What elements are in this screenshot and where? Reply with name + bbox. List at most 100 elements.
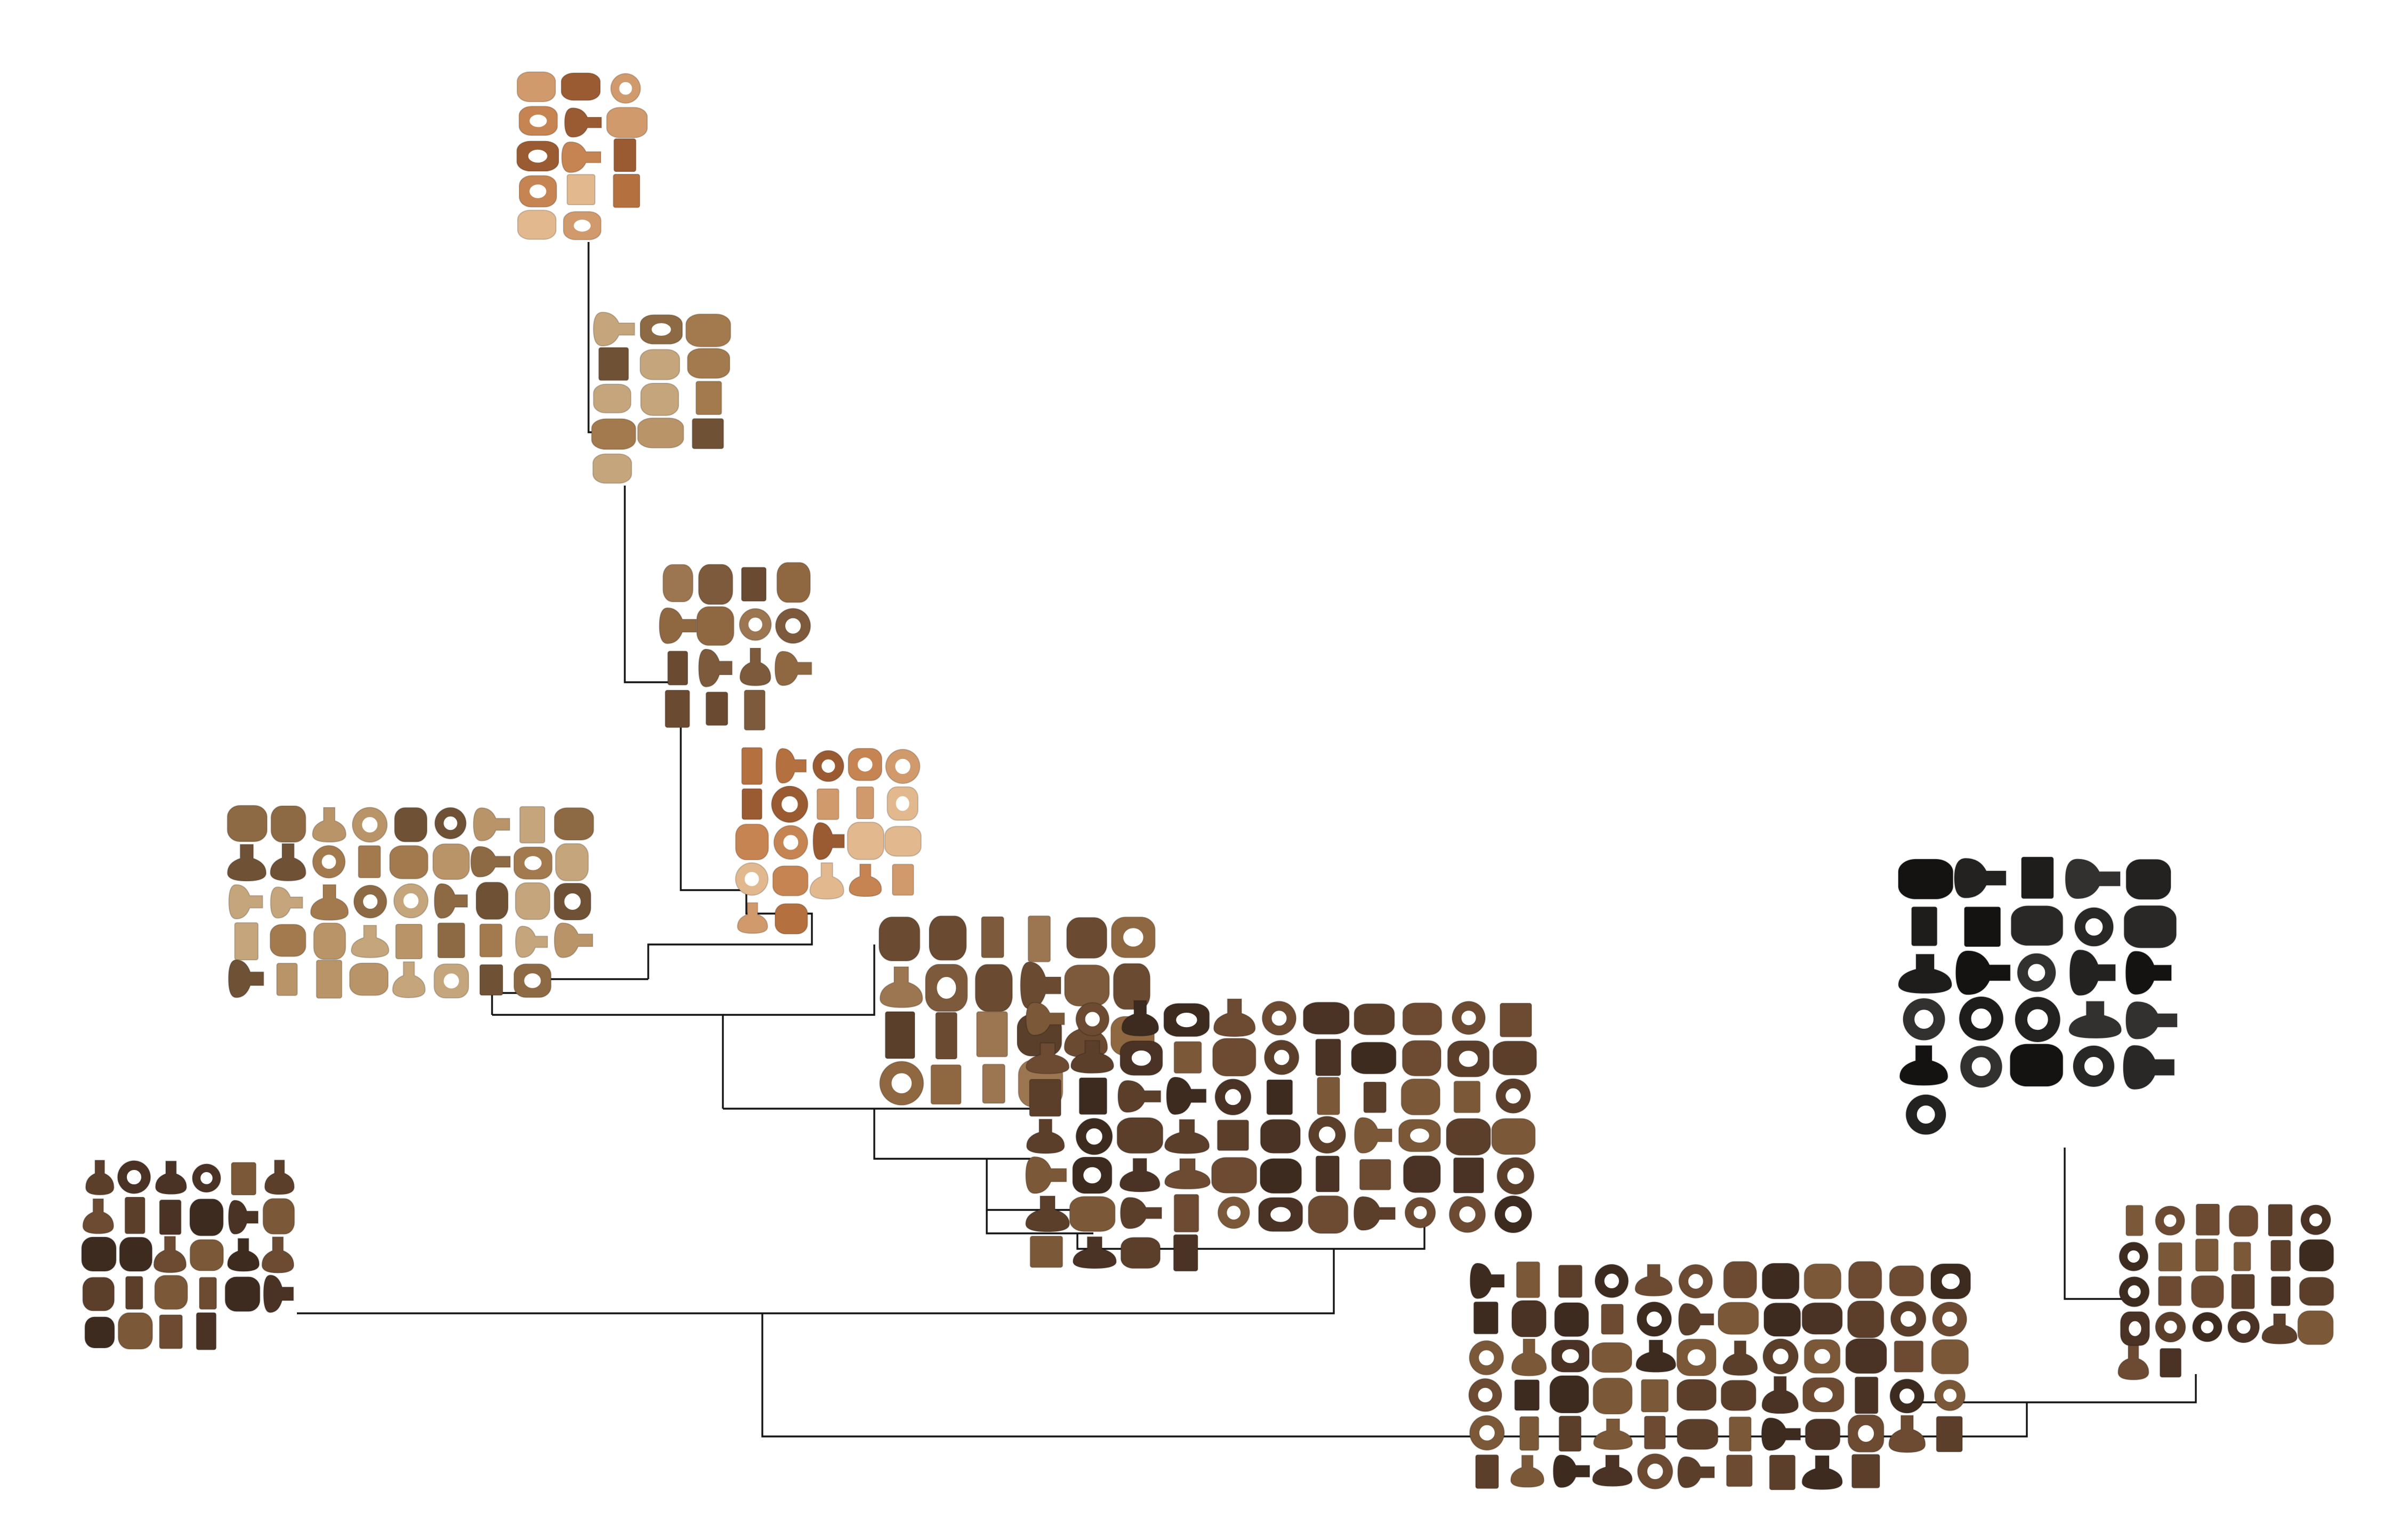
artifact-thumbnail	[1911, 906, 1938, 947]
artifact-thumbnail	[2125, 1001, 2178, 1040]
cluster-c8	[81, 1159, 295, 1351]
artifact-thumbnail	[349, 962, 389, 996]
artifact-thumbnail	[1803, 1263, 1842, 1299]
artifact-thumbnail	[1637, 1453, 1673, 1490]
artifact-thumbnail	[2072, 1045, 2115, 1087]
artifact-thumbnail	[639, 314, 683, 345]
artifact-thumbnail	[1847, 1414, 1884, 1453]
artifact-thumbnail	[696, 606, 735, 646]
artifact-thumbnail	[884, 1011, 915, 1059]
artifact-thumbnail	[351, 806, 388, 843]
artifact-thumbnail	[353, 884, 388, 919]
artifact-thumbnail	[2065, 858, 2121, 899]
artifact-thumbnail	[159, 1314, 183, 1350]
artifact-thumbnail	[2155, 1205, 2186, 1236]
cluster-c11	[2117, 1204, 2334, 1380]
artifact-thumbnail	[925, 964, 968, 1012]
artifact-thumbnail	[1453, 1080, 1481, 1113]
artifact-thumbnail	[885, 748, 921, 784]
artifact-thumbnail	[848, 863, 882, 898]
artifact-thumbnail	[1802, 1377, 1845, 1413]
artifact-thumbnail	[613, 138, 637, 173]
artifact-thumbnail	[981, 916, 1004, 958]
artifact-thumbnail	[2270, 1239, 2291, 1272]
artifact-thumbnail	[1166, 1076, 1207, 1116]
artifact-thumbnail	[929, 915, 967, 961]
artifact-thumbnail	[517, 71, 556, 102]
artifact-thumbnail	[1510, 1455, 1545, 1488]
artifact-thumbnail	[737, 902, 768, 934]
artifact-thumbnail	[2192, 1312, 2223, 1343]
artifact-thumbnail	[1266, 1079, 1293, 1116]
artifact-thumbnail	[358, 845, 381, 878]
artifact-thumbnail	[613, 173, 641, 208]
artifact-thumbnail	[1029, 1078, 1062, 1117]
artifact-thumbnail	[741, 747, 763, 785]
artifact-thumbnail	[1072, 1156, 1113, 1194]
artifact-thumbnail	[1769, 1454, 1796, 1491]
artifact-thumbnail	[159, 1199, 182, 1236]
artifact-thumbnail	[1110, 916, 1156, 958]
artifact-thumbnail	[230, 1161, 257, 1196]
dendrogram-links	[297, 242, 2197, 1438]
artifact-thumbnail	[1636, 1301, 1672, 1337]
artifact-thumbnail	[1897, 858, 1954, 900]
artifact-thumbnail	[394, 807, 428, 843]
artifact-thumbnail	[1404, 1197, 1436, 1229]
artifact-thumbnail	[1761, 1417, 1801, 1451]
artifact-thumbnail	[1726, 1454, 1753, 1487]
artifact-thumbnail	[1899, 1045, 1948, 1086]
artifact-thumbnail	[2299, 1277, 2334, 1306]
artifact-thumbnail	[1451, 1000, 1486, 1035]
artifact-thumbnail	[2117, 1345, 2149, 1380]
artifact-thumbnail	[562, 211, 602, 240]
artifact-thumbnail	[1722, 1340, 1758, 1376]
dendrogram-link	[492, 1014, 724, 1109]
artifact-thumbnail	[1260, 1119, 1301, 1154]
artifact-thumbnail	[1890, 1301, 1927, 1337]
artifact-thumbnail	[516, 140, 560, 172]
artifact-thumbnail	[1592, 1377, 1633, 1415]
dendrogram-link	[723, 944, 875, 1016]
artifact-thumbnail	[598, 346, 629, 381]
artifact-thumbnail	[1064, 964, 1110, 1007]
artifact-thumbnail	[227, 1238, 260, 1272]
artifact-thumbnail	[1763, 1302, 1801, 1337]
artifact-thumbnail	[1120, 1237, 1161, 1269]
artifact-thumbnail	[470, 846, 511, 878]
artifact-thumbnail	[1889, 1265, 1924, 1297]
artifact-thumbnail	[2300, 1204, 2331, 1236]
artifact-thumbnail	[774, 650, 812, 687]
artifact-thumbnail	[1453, 1157, 1485, 1194]
artifact-thumbnail	[1640, 1379, 1669, 1413]
artifact-thumbnail	[1173, 1234, 1198, 1272]
artifact-thumbnail	[739, 608, 772, 641]
artifact-thumbnail	[935, 1012, 958, 1060]
artifact-thumbnail	[1851, 1454, 1880, 1489]
artifact-thumbnail	[154, 1274, 188, 1310]
artifact-thumbnail	[1117, 1080, 1162, 1113]
artifact-thumbnail	[1551, 1339, 1590, 1373]
artifact-thumbnail	[564, 107, 602, 138]
artifact-thumbnail	[198, 1277, 218, 1310]
artifact-thumbnail	[1212, 1038, 1257, 1077]
artifact-thumbnail	[606, 107, 648, 139]
artifact-thumbnail	[234, 922, 259, 960]
artifact-thumbnail	[2119, 1241, 2149, 1272]
artifact-thumbnail	[705, 691, 729, 726]
artifact-thumbnail	[2297, 1310, 2334, 1345]
artifact-thumbnail	[887, 786, 919, 821]
artifact-thumbnail	[519, 806, 545, 844]
artifact-thumbnail	[1116, 1117, 1164, 1154]
artifact-thumbnail	[892, 863, 914, 896]
cluster-c4	[735, 747, 922, 935]
artifact-thumbnail	[124, 1196, 146, 1234]
artifact-thumbnail	[1469, 1340, 1504, 1376]
artifact-thumbnail	[592, 453, 632, 484]
artifact-thumbnail	[1025, 1156, 1067, 1194]
artifact-thumbnail	[473, 807, 511, 842]
artifact-thumbnail	[1676, 1338, 1717, 1377]
artifact-thumbnail	[313, 922, 347, 960]
cluster-c2	[591, 311, 731, 484]
